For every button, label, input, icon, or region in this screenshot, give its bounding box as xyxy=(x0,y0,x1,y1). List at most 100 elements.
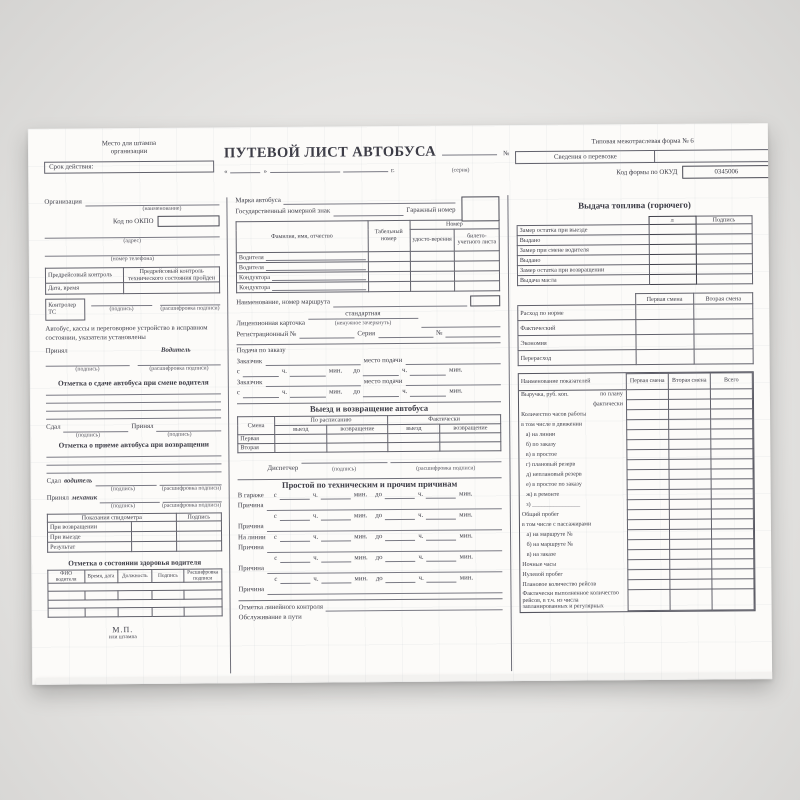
form-title: ПУТЕВОЙ ЛИСТ АВТОБУСА xyxy=(223,143,437,162)
indicator-total-cell xyxy=(710,438,753,450)
indicator-total-cell xyxy=(711,578,754,590)
return-gave-decode-hint: (расшифровка подписи) xyxy=(161,485,222,492)
indicator-row-label: Количество часов работы xyxy=(521,411,587,419)
consumption-row-label: Перерасход xyxy=(518,349,636,366)
fuel-sign-cell xyxy=(696,273,753,285)
number-sign: № xyxy=(503,150,510,158)
route-blank xyxy=(332,298,468,308)
time-minute: мин. xyxy=(459,553,473,561)
indicator-shift1-cell xyxy=(627,559,670,570)
indicator-shift1-cell xyxy=(626,449,669,460)
fuel-title: Выдача топлива (горючего) xyxy=(578,199,691,211)
fuel-value-cell xyxy=(648,254,697,265)
indicator-total-cell xyxy=(711,568,754,580)
service-label: Обслуживание в пути xyxy=(238,613,302,622)
time-from: с xyxy=(274,554,278,562)
time-hour: ч. xyxy=(281,368,287,376)
crew-cert-cell xyxy=(409,251,455,262)
health-col-header: Время, дата xyxy=(84,569,118,584)
time-to: до xyxy=(353,388,361,396)
middle-column: Марка автобуса Государственный номерной … xyxy=(226,195,513,674)
return-took-sign-hint: (подпись) xyxy=(110,502,136,509)
accepted-decode-hint: (расшифровка подписи) xyxy=(149,365,209,372)
indicator-row-label: г) плановый резерв xyxy=(521,461,576,469)
time-blank xyxy=(385,512,416,521)
health-col-header: Подпись xyxy=(152,569,184,583)
indicator-shift2-cell xyxy=(668,419,711,430)
indicator-shift2-cell xyxy=(669,529,712,540)
reg-blank xyxy=(299,330,355,340)
indicator-row-label: ж) в ремонте xyxy=(521,491,560,499)
indicator-total-cell xyxy=(710,418,753,430)
fuel-value-cell xyxy=(648,234,696,245)
fuel-sign-cell xyxy=(695,233,753,245)
indicator-shift1-cell xyxy=(627,579,670,590)
fuel-sign-cell xyxy=(695,223,753,235)
time-blank xyxy=(363,367,400,377)
indicator-shift2-cell xyxy=(669,539,712,550)
indicator-shift2-cell xyxy=(668,409,711,420)
dispatcher-sign-blank xyxy=(301,454,387,464)
return-blank-3 xyxy=(46,464,222,475)
indicator-row-label: Нулевой пробег xyxy=(522,571,563,579)
indicator-shift1-cell xyxy=(627,479,670,490)
idle-reason-label: Причина xyxy=(238,544,264,552)
health-col-header: Должность xyxy=(117,569,153,584)
consumption-shift1-cell xyxy=(635,349,695,365)
idle-reason-label: Причина xyxy=(237,502,264,510)
time-blank xyxy=(321,512,352,521)
consumption-row-label: Расход по норме xyxy=(517,304,636,321)
garage-number-box xyxy=(461,196,500,222)
time-from: с xyxy=(273,491,277,499)
time-blank xyxy=(320,491,351,500)
indicator-row-label: Ночные часы xyxy=(522,561,557,569)
idle-prefix: На линии xyxy=(238,533,266,541)
crew-table: Фамилия, имя, отчество Табельный номер Н… xyxy=(236,219,501,293)
time-hour: ч. xyxy=(313,554,319,562)
indicator-shift2-cell xyxy=(669,569,712,580)
time-to: до xyxy=(375,511,383,519)
time-from: с xyxy=(274,533,278,541)
date-month-blank xyxy=(269,164,340,174)
fuel-value-cell xyxy=(649,264,697,275)
okpo-box xyxy=(157,215,220,227)
time-from: с xyxy=(274,575,278,583)
line-control-blank xyxy=(326,602,503,612)
indicators-shift1-col: Первая смена xyxy=(626,373,669,390)
time-minute: мин. xyxy=(354,532,368,541)
fuel-sign-cell xyxy=(695,243,753,255)
consumption-row-label: Фактический xyxy=(517,319,636,336)
time-blank xyxy=(280,575,311,585)
crew-cert-cell xyxy=(409,261,455,272)
speedometer-row-label: При возвращении xyxy=(47,521,132,533)
speedometer-row: Результат xyxy=(47,540,222,553)
indicator-total-cell xyxy=(710,458,754,470)
stamp-place-line2: организации xyxy=(110,148,148,156)
consumption-shift1-cell xyxy=(635,334,695,350)
handover-took-label: Принял xyxy=(131,423,154,431)
health-table: ФИО водителя Время, дата Должность Подпись Р… xyxy=(47,568,223,618)
precontrol-col2: Предрейсовый контроль технического состо… xyxy=(123,266,220,283)
time-from: с xyxy=(236,368,240,376)
health-row-cells xyxy=(48,607,223,618)
indicator-row-sublabel: фактически xyxy=(593,401,623,408)
order-title-row: Подача по заказу xyxy=(237,346,501,357)
left-column: Организация (наименование) Код по ОКПО (… xyxy=(44,197,230,674)
time-blank xyxy=(321,554,352,563)
consumption-shift2-col: Вторая смена xyxy=(693,292,753,305)
time-blank xyxy=(426,490,457,499)
time-blank xyxy=(289,368,326,377)
time-blank xyxy=(426,532,457,541)
fuel-table: л Подпись Замер остатка при выезде Выдан… xyxy=(517,215,754,286)
dispatcher-decode-hint: (расшифровка подписи) xyxy=(416,465,476,473)
fuel-row: Выдача масла xyxy=(517,273,753,286)
time-hour: ч. xyxy=(281,389,288,397)
consumption-shift2-cell xyxy=(693,303,753,320)
brand-blank xyxy=(283,196,456,206)
fuel-value-cell xyxy=(648,224,696,235)
indicator-shift2-cell xyxy=(669,549,712,560)
time-hour: ч. xyxy=(312,491,318,499)
time-blank xyxy=(321,533,352,542)
indicator-shift2-cell xyxy=(668,469,712,480)
time-minute: мин. xyxy=(449,387,463,395)
